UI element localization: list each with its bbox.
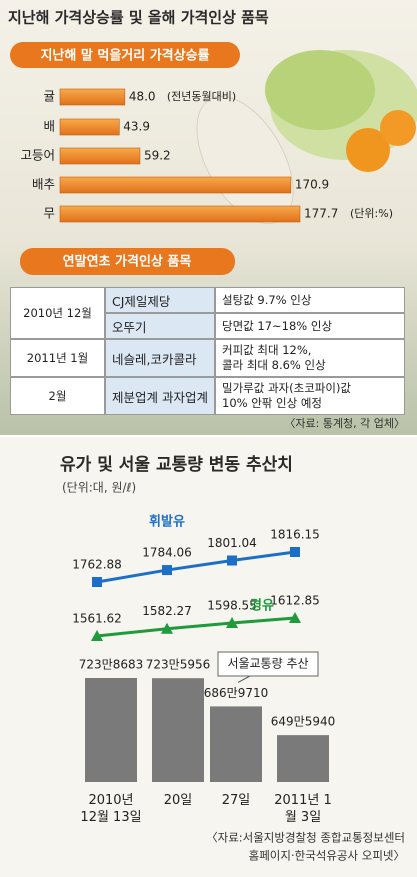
annotation: (전년동월대비) bbox=[167, 90, 236, 103]
value-label: 723만8683 bbox=[79, 658, 143, 672]
date-cell: 2011년 1월 bbox=[10, 339, 105, 377]
company-cell: 네슬레,코카콜라 bbox=[105, 339, 215, 377]
company-cell: 오뚜기 bbox=[105, 313, 215, 339]
value-label: 177.7 bbox=[304, 207, 338, 221]
detail-line: 콜라 최대 8.6% 인상 bbox=[222, 358, 326, 372]
value-label: 1801.04 bbox=[207, 536, 257, 550]
banner bbox=[20, 248, 235, 275]
orange bbox=[380, 110, 416, 146]
date-cell: 2월 bbox=[10, 377, 105, 415]
value-label: 1582.27 bbox=[142, 604, 192, 618]
detail-cell: 밀가루값 과자(초코파이)값 10% 안팎 인상 예정 bbox=[215, 377, 405, 415]
detail-line: 밀가루값 과자(초코파이)값 bbox=[222, 381, 352, 395]
banner bbox=[10, 42, 240, 68]
value-label: 1561.62 bbox=[72, 612, 122, 626]
bar bbox=[59, 118, 120, 136]
bar bbox=[210, 706, 262, 782]
detail-line: 설탕값 9.7% 인상 bbox=[222, 292, 312, 307]
bar bbox=[59, 147, 141, 165]
value-label: 1598.55 bbox=[207, 599, 257, 613]
marker bbox=[162, 565, 172, 576]
chart-title: 유가 및 서울 교통량 변동 추산치 bbox=[60, 455, 293, 475]
annotation: (단위:%) bbox=[350, 207, 393, 220]
category-label: 배추 bbox=[32, 177, 55, 192]
chart-title: 지난해 말 먹을거리 가격상승률 bbox=[40, 48, 209, 64]
annotation-box bbox=[217, 651, 319, 677]
marker bbox=[226, 617, 238, 629]
page-title: 지난해 가격상승률 및 올해 가격인상 품목 bbox=[8, 9, 269, 27]
category-label: 배 bbox=[43, 119, 55, 134]
source: 홈페이지·한국석유공사 오피넷〉 bbox=[249, 849, 405, 863]
detail-line: 당면값 17~18% 인상 bbox=[222, 318, 333, 333]
value-label: 1784.06 bbox=[142, 546, 192, 560]
value-label: 1762.88 bbox=[72, 558, 122, 572]
detail-cell: 당면값 17~18% 인상 bbox=[215, 313, 405, 339]
orange bbox=[346, 128, 390, 172]
marker bbox=[92, 577, 102, 587]
date-cell: 2010년 12월 bbox=[10, 287, 105, 339]
detail-cell: 설탕값 9.7% 인상 bbox=[215, 287, 405, 313]
bar bbox=[85, 678, 137, 782]
bar bbox=[152, 678, 204, 782]
line bbox=[96, 616, 296, 638]
value-label: 59.2 bbox=[144, 149, 171, 163]
source: 〈자료: 통계청, 각 업체〉 bbox=[284, 417, 405, 430]
value-label: 1816.15 bbox=[270, 528, 320, 542]
marker bbox=[289, 612, 301, 623]
value-label: 48.0 bbox=[129, 90, 156, 104]
category-label: 귤 bbox=[43, 89, 55, 104]
value-label: 43.9 bbox=[123, 120, 150, 134]
x-tick-label: 2011년 1월 3일 bbox=[274, 793, 332, 825]
pointer bbox=[237, 675, 251, 683]
value-label: 1612.85 bbox=[270, 594, 320, 608]
value-label: 649만5940 bbox=[271, 715, 335, 729]
marker bbox=[227, 555, 237, 566]
chart-subtitle: (단위:대, 원/ℓ) bbox=[62, 481, 136, 495]
category-label: 고등어 bbox=[20, 148, 55, 163]
company-cell: CJ제일제당 bbox=[105, 287, 215, 313]
value-label: 723만5956 bbox=[146, 658, 210, 672]
line bbox=[96, 550, 296, 584]
category-label: 무 bbox=[43, 206, 55, 221]
series-label: 경유 bbox=[250, 598, 274, 614]
marker bbox=[161, 622, 173, 634]
source: 〈자료:서울지방경찰청 종합교통정보센터 bbox=[206, 831, 405, 845]
value-label: 686만9710 bbox=[204, 686, 268, 700]
detail-cell: 커피값 최대 12%, 콜라 최대 8.6% 인상 bbox=[215, 339, 405, 377]
bar bbox=[277, 735, 329, 782]
detail-line: 커피값 최대 12%, bbox=[222, 343, 312, 357]
series-label: 휘발유 bbox=[149, 514, 185, 530]
panel-background bbox=[0, 437, 417, 877]
annotation: 서울교통량 추산 bbox=[227, 657, 308, 671]
marker bbox=[290, 547, 300, 557]
table-title: 연말연초 가격인상 품목 bbox=[63, 254, 192, 270]
x-tick-label: 2010년 12월 13일 bbox=[80, 793, 142, 825]
bar bbox=[59, 88, 126, 106]
bar bbox=[59, 205, 301, 223]
value-label: 170.9 bbox=[295, 178, 329, 192]
company-cell: 제분업계 과자업계 bbox=[105, 377, 215, 415]
marker bbox=[91, 630, 103, 641]
detail-line: 10% 안팎 인상 예정 bbox=[222, 396, 323, 410]
cabbage-leaf bbox=[265, 50, 375, 130]
x-tick-label: 20일 bbox=[163, 793, 193, 808]
x-tick-label: 27일 bbox=[221, 793, 251, 808]
bar bbox=[59, 176, 292, 194]
